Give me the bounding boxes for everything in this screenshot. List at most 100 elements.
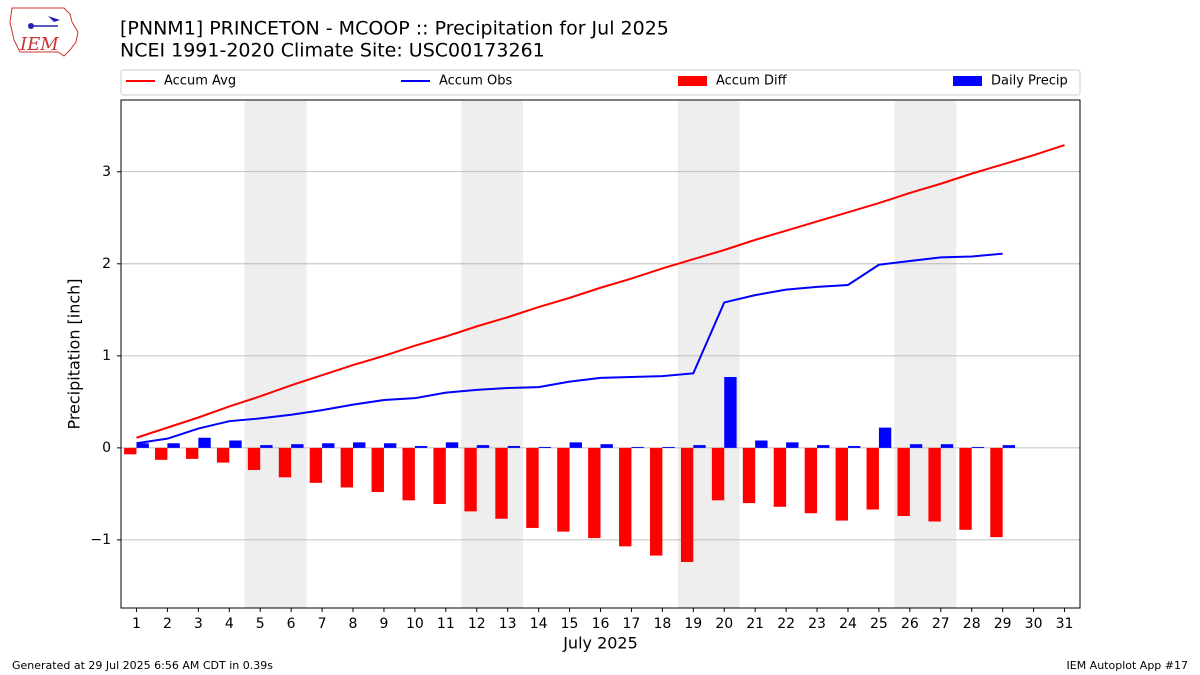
x-tick-label: 4 — [225, 616, 234, 632]
bar — [557, 447, 570, 532]
x-tick-label: 22 — [777, 616, 795, 632]
x-tick-label: 3 — [194, 616, 203, 632]
bar — [445, 442, 459, 448]
bar — [198, 437, 211, 448]
bar — [680, 447, 694, 562]
bar — [278, 447, 292, 478]
x-tick-label: 27 — [932, 616, 950, 632]
x-tick-label: 6 — [287, 616, 296, 632]
bar — [773, 447, 787, 507]
x-tick-label: 14 — [530, 616, 548, 632]
legend-label: Accum Avg — [164, 74, 236, 89]
x-tick-label: 11 — [437, 616, 455, 632]
bar — [693, 445, 706, 448]
bar — [371, 447, 384, 493]
x-tick-label: 16 — [592, 616, 610, 632]
bar — [167, 443, 180, 448]
bar — [124, 447, 137, 455]
bar — [866, 447, 879, 510]
logo-icon — [48, 16, 60, 22]
bar — [847, 446, 861, 448]
line — [136, 144, 1065, 439]
bar — [990, 447, 1003, 538]
bar — [260, 445, 273, 448]
legend-label: Accum Obs — [439, 74, 512, 89]
logo-outline — [9, 7, 79, 57]
bar — [136, 443, 149, 448]
bar — [340, 447, 354, 488]
bar — [631, 446, 644, 448]
logo-text: IEM — [19, 34, 59, 55]
logo: IEM — [9, 7, 79, 57]
x-tick-label: 29 — [994, 616, 1012, 632]
bar — [569, 442, 582, 448]
footer-left: Generated at 29 Jul 2025 6:56 AM CDT in … — [12, 659, 273, 672]
y-tick-label: 1 — [102, 348, 111, 364]
bar — [507, 446, 521, 448]
bar — [247, 447, 261, 470]
x-tick-label: 21 — [746, 616, 764, 632]
x-tick-label: 15 — [561, 616, 579, 632]
bar — [526, 447, 539, 528]
bar — [742, 447, 756, 504]
bar — [835, 447, 848, 521]
x-tick-label: 5 — [256, 616, 265, 632]
x-tick-label: 7 — [318, 616, 327, 632]
bar — [724, 377, 737, 448]
y-tick-label: −1 — [90, 532, 111, 548]
bar — [402, 447, 415, 501]
bar — [383, 443, 397, 448]
bar — [353, 442, 366, 448]
bar — [786, 442, 799, 448]
bar — [309, 447, 323, 483]
bar — [495, 447, 508, 519]
bar — [600, 444, 613, 448]
legend-label: Daily Precip — [991, 74, 1068, 89]
footer-right: IEM Autoplot App #17 — [1067, 659, 1189, 672]
bar — [1002, 445, 1016, 448]
x-tick-label: 13 — [499, 616, 517, 632]
x-tick-label: 1 — [132, 616, 141, 632]
x-tick-label: 10 — [406, 616, 424, 632]
x-tick-label: 23 — [808, 616, 826, 632]
x-tick-label: 30 — [1025, 616, 1043, 632]
bar — [940, 444, 954, 448]
legend-swatch — [678, 76, 707, 86]
bar — [433, 447, 446, 505]
x-tick-label: 31 — [1056, 616, 1074, 632]
line — [136, 252, 1003, 445]
legend-label: Accum Diff — [716, 74, 788, 89]
legend-box — [120, 69, 1081, 96]
plot-frame — [120, 99, 1081, 609]
bar — [322, 443, 335, 448]
x-axis-label: July 2025 — [562, 634, 638, 653]
bar — [476, 445, 490, 448]
bar — [909, 444, 923, 448]
bar — [755, 440, 768, 448]
bar — [804, 447, 818, 514]
bar — [897, 447, 910, 516]
bar — [649, 447, 663, 556]
bar — [464, 447, 477, 512]
bar — [291, 444, 304, 448]
x-tick-label: 24 — [839, 616, 857, 632]
bar — [878, 427, 892, 448]
bar — [817, 445, 830, 448]
y-tick-label: 2 — [102, 256, 111, 272]
x-tick-label: 8 — [349, 616, 358, 632]
x-tick-label: 26 — [901, 616, 919, 632]
bar — [971, 446, 985, 448]
bar — [216, 447, 230, 463]
chart-subtitle: NCEI 1991-2020 Climate Site: USC00173261 — [120, 40, 545, 62]
bar — [185, 447, 199, 459]
legend-swatch — [953, 76, 982, 86]
y-axis-label: Precipitation [inch] — [65, 278, 84, 429]
x-tick-label: 17 — [623, 616, 641, 632]
bar — [414, 446, 428, 448]
bar — [619, 447, 632, 547]
x-tick-label: 20 — [715, 616, 733, 632]
x-tick-label: 12 — [468, 616, 486, 632]
bar — [588, 447, 601, 539]
bar — [229, 440, 242, 448]
